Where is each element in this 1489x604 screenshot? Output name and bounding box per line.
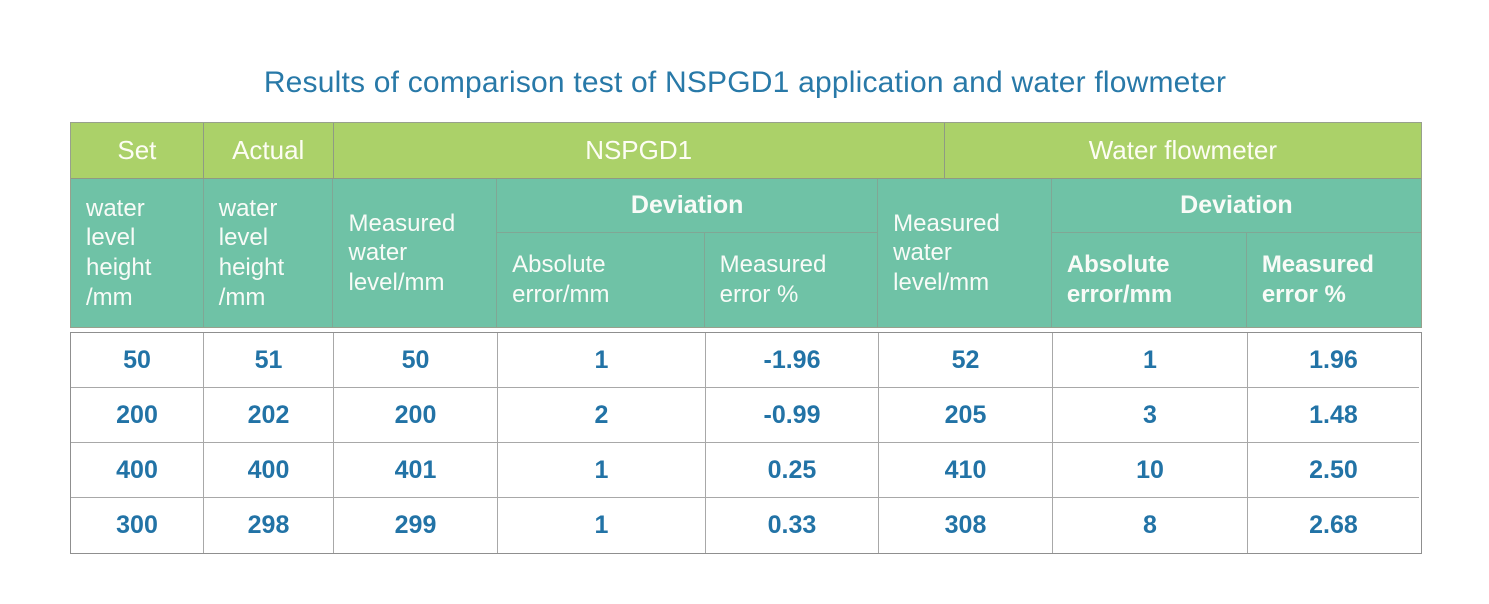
header-cell-actual: Actual (204, 123, 334, 178)
body-cell-r1c4: -0.99 (706, 388, 879, 443)
subheader-nspgd1-measured: Measured water level/mm (333, 179, 498, 327)
body-cell-r1c3: 2 (498, 388, 706, 443)
results-table-header: Set Actual NSPGD1 Water flowmeter water … (70, 122, 1422, 328)
subheader-wf-deviation-cols: Absolute error/mm Measured error % (1052, 233, 1421, 327)
subheader-nspgd1-meas-error: Measured error % (719, 251, 827, 308)
body-cell-r1c5: 205 (879, 388, 1053, 443)
header-cell-water-flowmeter: Water flowmeter (1088, 135, 1277, 165)
body-cell-r3c2: 299 (334, 498, 498, 553)
body-cell-r0c0: 50 (71, 333, 204, 388)
table-title: Results of comparison test of NSPGD1 app… (263, 66, 1227, 99)
subheader-set-water-level: water level height /mm (71, 179, 204, 327)
body-cell-r1c1: 202 (204, 388, 334, 443)
subheader-nspgd1-abs-error: Absolute error/mm (497, 233, 705, 327)
body-cell-r0c3: 1 (498, 333, 706, 388)
body-cell-r0c7: 1.96 (1248, 333, 1419, 388)
body-cell-r0c6: 1 (1053, 333, 1248, 388)
header-row-top: Set Actual NSPGD1 Water flowmeter (71, 123, 1421, 179)
subheader-wf-abs-error: Absolute error/mm (1052, 233, 1247, 327)
subheader-nspgd1-deviation-group: Deviation Absolute error/mm Measured err… (497, 179, 879, 327)
body-cell-r2c7: 2.50 (1248, 443, 1419, 498)
body-cell-r0c5: 52 (879, 333, 1053, 388)
body-cell-r2c3: 1 (498, 443, 706, 498)
body-cell-r1c6: 3 (1053, 388, 1248, 443)
subheader-wf-meas-error: Measured error % (1261, 251, 1374, 308)
subheader-nspgd1-deviation: Deviation (497, 179, 878, 233)
header-cell-nspgd1: NSPGD1 (334, 123, 945, 178)
body-cell-r2c4: 0.25 (706, 443, 879, 498)
body-cell-r1c0: 200 (71, 388, 204, 443)
body-cell-r3c7: 2.68 (1309, 511, 1358, 539)
body-cell-r2c0: 400 (71, 443, 204, 498)
body-cell-r0c4: -1.96 (706, 333, 879, 388)
subheader-wf-deviation: Deviation (1051, 179, 1421, 233)
body-cell-r1c2: 200 (334, 388, 498, 443)
results-table-body: 50 51 50 1 -1.96 52 1 1.96 200 202 200 2… (70, 332, 1422, 554)
header-row-sub: water level height /mm water level heigh… (71, 179, 1421, 327)
subheader-actual-water-level: water level height /mm (204, 179, 334, 327)
body-cell-r2c5: 410 (879, 443, 1053, 498)
body-cell-r2c1: 400 (204, 443, 334, 498)
body-cell-r3c4: 0.33 (706, 498, 879, 553)
body-cell-r3c0: 300 (71, 498, 204, 553)
header-cell-set: Set (71, 123, 204, 178)
body-cell-r1c7: 1.48 (1248, 388, 1419, 443)
subheader-wf-measured: Measured water level/mm (878, 179, 1052, 327)
body-cell-r3c5: 308 (879, 498, 1053, 553)
subheader-nspgd1-deviation-cols: Absolute error/mm Measured error % (497, 233, 877, 327)
body-cell-r3c3: 1 (498, 498, 706, 553)
body-cell-r3c6: 8 (1053, 498, 1248, 553)
body-cell-r0c1: 51 (204, 333, 334, 388)
body-cell-r0c2: 50 (334, 333, 498, 388)
body-cell-r2c6: 10 (1053, 443, 1248, 498)
body-cell-r2c2: 401 (334, 443, 498, 498)
subheader-wf-deviation-group: Deviation Absolute error/mm Measured err… (1051, 179, 1421, 327)
body-cell-r3c1: 298 (204, 498, 334, 553)
